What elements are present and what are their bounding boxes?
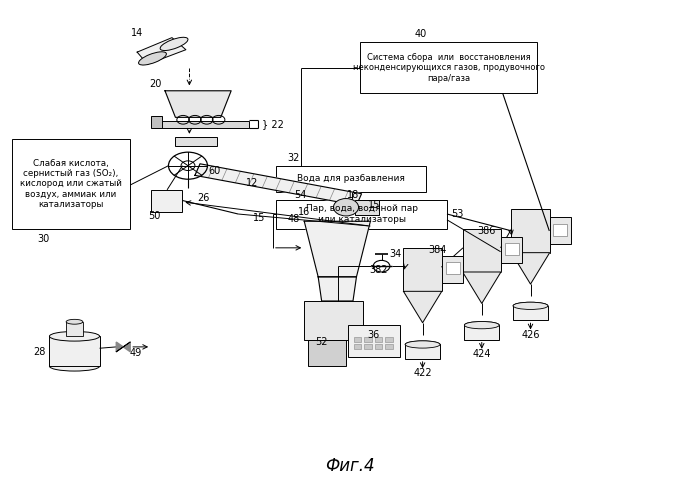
Polygon shape bbox=[116, 342, 123, 352]
Text: 53: 53 bbox=[452, 209, 463, 219]
Polygon shape bbox=[463, 272, 501, 303]
Bar bbox=[405, 345, 440, 359]
Bar bbox=[445, 262, 459, 275]
Text: 40: 40 bbox=[415, 29, 427, 39]
Text: 382: 382 bbox=[369, 264, 388, 275]
Ellipse shape bbox=[138, 52, 166, 65]
Ellipse shape bbox=[50, 362, 99, 371]
Bar bbox=[505, 243, 519, 255]
Text: 14: 14 bbox=[131, 28, 143, 38]
Text: 32: 32 bbox=[287, 154, 300, 163]
Bar bbox=[463, 228, 501, 272]
Ellipse shape bbox=[513, 302, 548, 310]
Polygon shape bbox=[165, 91, 231, 117]
Text: 60: 60 bbox=[208, 167, 221, 176]
Bar bbox=[154, 121, 249, 128]
Polygon shape bbox=[318, 277, 356, 301]
Bar bbox=[364, 337, 372, 342]
Bar bbox=[512, 209, 549, 253]
Text: 20: 20 bbox=[149, 79, 161, 88]
Text: 36: 36 bbox=[368, 330, 380, 340]
Bar bbox=[375, 345, 382, 349]
Circle shape bbox=[333, 199, 359, 216]
Text: 16: 16 bbox=[298, 207, 310, 217]
Bar bbox=[354, 337, 361, 342]
Text: 15: 15 bbox=[368, 200, 380, 210]
Text: 384: 384 bbox=[428, 245, 447, 255]
Bar bbox=[175, 137, 217, 146]
Text: 52: 52 bbox=[315, 337, 328, 347]
Polygon shape bbox=[195, 164, 361, 205]
Text: 49: 49 bbox=[129, 347, 142, 358]
Text: 386: 386 bbox=[477, 226, 496, 236]
Bar bbox=[385, 337, 393, 342]
Bar bbox=[308, 340, 346, 366]
Text: Система сбора  или  восстановления
неконденсирующихся газов, продувочного
пара/г: Система сбора или восстановления неконде… bbox=[353, 53, 545, 83]
Ellipse shape bbox=[464, 322, 499, 329]
Bar bbox=[12, 139, 130, 228]
Polygon shape bbox=[403, 291, 442, 323]
Text: 18: 18 bbox=[347, 190, 359, 200]
Bar bbox=[348, 325, 401, 357]
Text: 12: 12 bbox=[246, 177, 258, 188]
Bar bbox=[151, 190, 182, 211]
Text: 30: 30 bbox=[37, 234, 50, 244]
Polygon shape bbox=[512, 253, 549, 284]
Text: 426: 426 bbox=[521, 330, 540, 340]
Bar bbox=[554, 224, 568, 236]
Text: Пар, вода, водяной пар
или катализаторы: Пар, вода, водяной пар или катализаторы bbox=[305, 204, 418, 224]
Bar bbox=[375, 337, 382, 342]
Bar bbox=[151, 116, 161, 128]
Ellipse shape bbox=[160, 37, 188, 51]
Ellipse shape bbox=[66, 319, 83, 324]
Bar bbox=[550, 217, 571, 244]
Bar bbox=[513, 306, 548, 320]
Bar bbox=[360, 42, 538, 93]
Bar bbox=[276, 200, 447, 228]
Text: 48: 48 bbox=[288, 214, 300, 224]
Bar bbox=[66, 322, 83, 336]
Bar bbox=[385, 345, 393, 349]
Bar bbox=[304, 301, 363, 340]
Text: 422: 422 bbox=[413, 368, 432, 379]
Text: 424: 424 bbox=[473, 349, 491, 359]
Bar bbox=[354, 345, 361, 349]
Bar bbox=[276, 166, 426, 192]
Polygon shape bbox=[137, 37, 186, 64]
Text: Вода для разбавления: Вода для разбавления bbox=[297, 174, 405, 184]
Bar bbox=[501, 237, 522, 263]
Bar bbox=[355, 200, 380, 215]
Text: 28: 28 bbox=[33, 347, 45, 357]
Bar bbox=[464, 325, 499, 340]
Text: } 22: } 22 bbox=[262, 119, 284, 129]
Ellipse shape bbox=[405, 341, 440, 348]
Text: 15: 15 bbox=[253, 213, 265, 223]
Text: 50: 50 bbox=[148, 211, 161, 222]
Text: Фиг.4: Фиг.4 bbox=[325, 457, 374, 475]
Polygon shape bbox=[123, 342, 130, 352]
Text: 34: 34 bbox=[389, 249, 402, 259]
Text: 26: 26 bbox=[197, 193, 210, 203]
Ellipse shape bbox=[513, 302, 548, 310]
Ellipse shape bbox=[405, 341, 440, 348]
Text: 54: 54 bbox=[294, 190, 307, 200]
Bar bbox=[442, 256, 463, 283]
Bar bbox=[364, 345, 372, 349]
Ellipse shape bbox=[50, 331, 99, 341]
Polygon shape bbox=[304, 221, 370, 277]
Ellipse shape bbox=[464, 322, 499, 329]
Bar bbox=[50, 336, 99, 366]
Text: Слабая кислота,
сернистый газ (SO₂),
кислород или сжатый
воздух, аммиак или
ката: Слабая кислота, сернистый газ (SO₂), кис… bbox=[20, 158, 122, 209]
Bar bbox=[403, 248, 442, 291]
